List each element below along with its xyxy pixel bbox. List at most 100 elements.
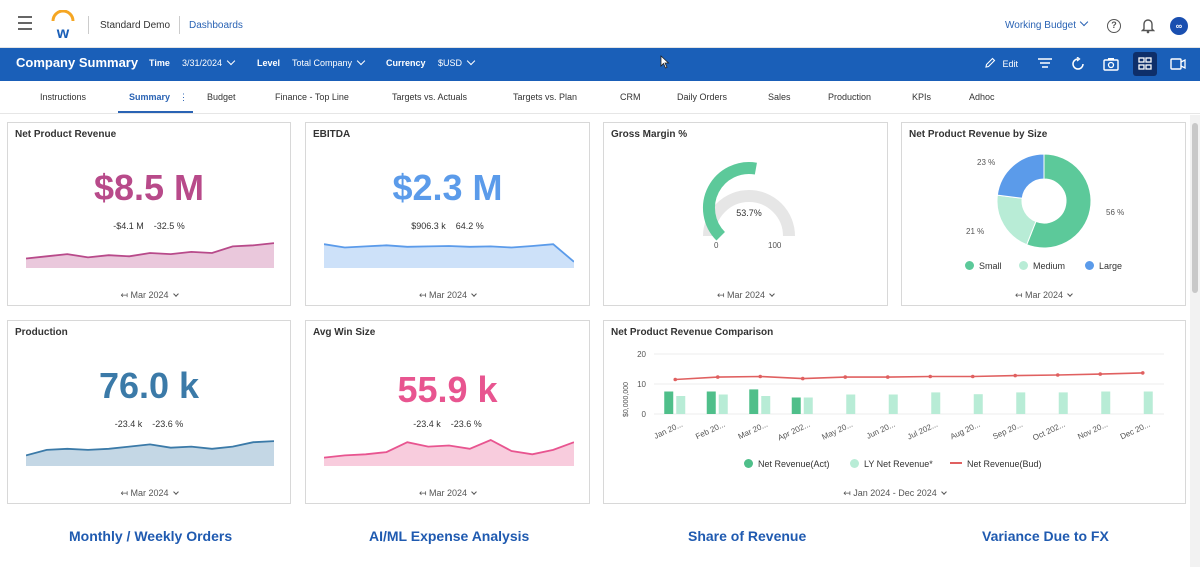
- tab-daily-orders[interactable]: Daily Orders: [677, 92, 728, 102]
- line-point[interactable]: [758, 374, 763, 379]
- bar-ly-net-revenue[interactable]: [846, 394, 856, 415]
- card-revenue-comparison[interactable]: Net Product Revenue Comparison 0 10 20 $0,0…: [603, 320, 1186, 504]
- x-tick-label: Aug 20...: [949, 420, 982, 442]
- tab-targets-vs-actuals[interactable]: Targets vs. Actuals: [392, 92, 468, 102]
- period-selector[interactable]: ↤ Mar 2024: [8, 488, 290, 499]
- time-filter[interactable]: 3/31/2024: [182, 56, 236, 68]
- legend-small[interactable]: Small: [965, 261, 1002, 271]
- donut-slice-small[interactable]: [1026, 153, 1092, 249]
- card-net-product-revenue[interactable]: Net Product Revenue $8.5 M -$4.1 M -32.5 …: [7, 122, 291, 306]
- period-selector[interactable]: ↤ Mar 2024: [306, 290, 589, 301]
- bar-ly-net-revenue[interactable]: [888, 394, 898, 415]
- bar-net-revenue-act[interactable]: [791, 397, 801, 415]
- bar-net-revenue-act[interactable]: [664, 391, 674, 415]
- card-revenue-by-size[interactable]: Net Product Revenue by Size 23 % 56 % 21…: [901, 122, 1186, 306]
- breadcrumb-dashboards[interactable]: Dashboards: [189, 20, 243, 31]
- tab-summary[interactable]: Summary: [129, 92, 171, 102]
- bar-ly-net-revenue[interactable]: [718, 394, 728, 415]
- card-production[interactable]: Production 76.0 k -23.4 k -23.6 % ↤ Mar 2…: [7, 320, 291, 504]
- svg-text:w: w: [56, 25, 70, 40]
- link-aiml-expense-analysis[interactable]: AI/ML Expense Analysis: [369, 528, 530, 544]
- level-label: Level: [257, 58, 281, 68]
- bar-ly-net-revenue[interactable]: [803, 397, 813, 415]
- link-monthly-weekly-orders[interactable]: Monthly / Weekly Orders: [69, 528, 233, 544]
- help-icon[interactable]: ?: [1107, 19, 1121, 33]
- chevron-down-icon: [226, 56, 236, 66]
- legend-ly-net-revenue-[interactable]: LY Net Revenue*: [850, 459, 933, 469]
- tab-production[interactable]: Production: [828, 92, 872, 102]
- line-point[interactable]: [970, 374, 975, 379]
- tab-adhoc[interactable]: Adhoc: [969, 92, 995, 102]
- bar-net-revenue-act[interactable]: [749, 389, 759, 414]
- line-point[interactable]: [673, 377, 678, 382]
- period-selector[interactable]: ↤ Mar 2024: [902, 290, 1185, 301]
- tab-crm[interactable]: CRM: [620, 92, 641, 102]
- currency-label: Currency: [386, 58, 426, 68]
- bar-ly-net-revenue[interactable]: [1058, 392, 1068, 414]
- combo-chart: 0 10 20 $0,000,000 Jan 20... Feb 20... Mar 20.…: [623, 350, 1164, 442]
- workday-logo-icon[interactable]: w: [50, 10, 76, 40]
- period-selector[interactable]: ↤ Jan 2024 - Dec 2024: [604, 488, 1185, 499]
- bar-ly-net-revenue[interactable]: [1101, 391, 1111, 415]
- currency-filter[interactable]: $USD: [438, 56, 476, 68]
- bar-ly-net-revenue[interactable]: [931, 392, 941, 414]
- link-variance-due-to-fx[interactable]: Variance Due to FX: [982, 528, 1109, 544]
- link-share-of-revenue[interactable]: Share of Revenue: [688, 528, 807, 544]
- line-point[interactable]: [1055, 373, 1060, 377]
- bar-ly-net-revenue[interactable]: [1143, 391, 1153, 415]
- bar-net-revenue-act[interactable]: [706, 391, 716, 415]
- line-point[interactable]: [1098, 372, 1103, 376]
- presentation-icon[interactable]: [1170, 58, 1186, 70]
- period-selector[interactable]: ↤ Mar 2024: [604, 290, 887, 301]
- tab-kpis[interactable]: KPIs: [912, 92, 932, 102]
- tab-finance-top-line[interactable]: Finance - Top Line: [275, 92, 349, 102]
- tab-instructions[interactable]: Instructions: [40, 92, 87, 102]
- legend-net-revenue-bud-[interactable]: Net Revenue(Bud): [950, 459, 1042, 469]
- donut-slice-medium[interactable]: [996, 194, 1037, 246]
- scrollbar[interactable]: [1190, 115, 1200, 567]
- donut-slice-large[interactable]: [996, 153, 1045, 199]
- chevron-down-icon[interactable]: [1079, 17, 1089, 30]
- line-point[interactable]: [800, 376, 805, 381]
- tab-more-icon[interactable]: ⋮: [179, 92, 188, 102]
- working-budget-selector[interactable]: Working Budget: [1005, 20, 1076, 31]
- legend-net-revenue-act-[interactable]: Net Revenue(Act): [744, 459, 830, 469]
- bell-icon[interactable]: [1141, 18, 1155, 34]
- refresh-icon[interactable]: [1071, 57, 1085, 71]
- filter-icon[interactable]: [1038, 58, 1052, 70]
- line-point[interactable]: [885, 375, 890, 379]
- scrollbar-thumb[interactable]: [1192, 123, 1198, 293]
- bar-ly-net-revenue[interactable]: [1016, 392, 1026, 414]
- card-avg-win-size[interactable]: Avg Win Size 55.9 k -23.4 k -23.6 % ↤ Mar…: [305, 320, 590, 504]
- bar-ly-net-revenue[interactable]: [676, 396, 686, 414]
- line-point[interactable]: [843, 375, 848, 379]
- line-point[interactable]: [1013, 373, 1018, 378]
- avatar[interactable]: ∞: [1170, 17, 1188, 35]
- card-ebitda[interactable]: EBITDA $2.3 M $906.3 k 64.2 % ↤ Mar 2024: [305, 122, 590, 306]
- card-title: Production: [15, 327, 68, 338]
- line-point[interactable]: [1140, 371, 1145, 375]
- camera-icon[interactable]: [1103, 57, 1119, 71]
- tab-targets-vs-plan[interactable]: Targets vs. Plan: [513, 92, 578, 102]
- gauge-min: 0: [714, 241, 719, 250]
- line-point[interactable]: [715, 375, 720, 379]
- period-selector[interactable]: ↤ Mar 2024: [306, 488, 589, 499]
- grid-view-button[interactable]: [1133, 52, 1157, 76]
- legend-medium[interactable]: Medium: [1019, 261, 1065, 271]
- menu-icon[interactable]: [18, 16, 32, 30]
- line-point[interactable]: [928, 374, 933, 379]
- tab-budget[interactable]: Budget: [207, 92, 236, 102]
- variance-amount: -23.4 k: [413, 419, 441, 429]
- bar-ly-net-revenue[interactable]: [761, 396, 771, 414]
- gauge-value: 53.7%: [736, 208, 762, 218]
- kpi-variance: -$4.1 M -32.5 %: [8, 221, 290, 231]
- sparkline-area: [324, 244, 574, 268]
- level-filter[interactable]: Total Company: [292, 56, 366, 68]
- card-title: Net Product Revenue: [15, 129, 117, 140]
- card-gross-margin[interactable]: Gross Margin % 53.7% 0 100 ↤ Mar 2024: [603, 122, 888, 306]
- legend-large[interactable]: Large: [1085, 261, 1122, 271]
- bar-ly-net-revenue[interactable]: [973, 394, 983, 414]
- period-selector[interactable]: ↤ Mar 2024: [8, 290, 290, 301]
- tab-sales[interactable]: Sales: [768, 92, 791, 102]
- edit-button[interactable]: Edit: [984, 57, 1018, 69]
